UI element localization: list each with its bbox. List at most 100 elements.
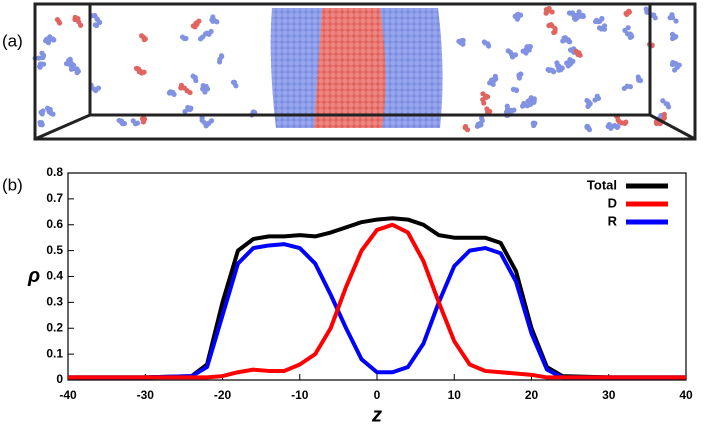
molecule-bead [462, 125, 468, 131]
y-tick-label: 0.7 [46, 191, 63, 205]
molecule-bead [577, 52, 583, 58]
series-line [68, 222, 686, 380]
plot: 0 0.1 0.2 0.3 0.4 0.5 0.6 0.7 0.8 -40 -30 -20 -10 0 10… [27, 165, 693, 426]
molecule-bead [216, 59, 223, 65]
y-axis-label: ρ [27, 265, 40, 287]
molecule-bead [567, 57, 573, 63]
molecule-bead [549, 9, 555, 15]
molecule-bead [193, 20, 199, 26]
molecule-bead [567, 61, 573, 68]
x-tick-label: -20 [214, 388, 232, 402]
x-axis-label: z [371, 404, 382, 426]
molecule-bead [119, 121, 126, 127]
y-tick-label: 0.1 [46, 346, 63, 360]
molecule-bead [586, 99, 592, 105]
molecule-bead [39, 111, 45, 117]
molecule-bead [191, 74, 198, 80]
molecule-bead [182, 108, 188, 115]
y-tick-label: 0.3 [46, 295, 63, 309]
molecule-bead [78, 22, 84, 28]
legend-label: Total [587, 177, 617, 192]
molecules [32, 5, 682, 133]
molecule-bead [514, 16, 521, 22]
series-line [68, 216, 686, 380]
y-tick-label: 0.5 [46, 243, 63, 257]
molecule-bead [672, 34, 678, 40]
molecule-bead [672, 67, 678, 73]
molecule-bead [487, 108, 493, 114]
molecule-bead [47, 108, 53, 114]
molecule-bead [167, 89, 173, 95]
y-tick-label: 0.8 [46, 165, 63, 179]
molecule-bead [39, 122, 45, 128]
x-tick-label: 10 [448, 388, 462, 402]
molecule-bead [546, 5, 552, 12]
molecule-bead [187, 89, 193, 96]
molecule-bead [141, 69, 147, 75]
molecule-bead [130, 118, 136, 124]
molecule-bead [601, 26, 608, 32]
molecule-bead [556, 67, 562, 73]
molecule-bead [644, 9, 650, 15]
molecule-bead [606, 121, 612, 128]
molecule-bead [526, 44, 532, 50]
molecule-bead [673, 18, 679, 24]
molecule-bead [479, 115, 485, 121]
molecule-bead [490, 81, 496, 88]
molecule-bead [481, 100, 487, 106]
y-tick-label: 0.4 [46, 269, 63, 283]
molecule-bead [627, 34, 633, 41]
molecule-bead [653, 120, 660, 126]
molecule-bead [513, 87, 520, 94]
molecule-bead [512, 52, 519, 58]
molecule-bead [571, 15, 578, 22]
molecule-bead [595, 19, 602, 25]
solute-slab [314, 8, 386, 128]
molecule-bead [208, 28, 214, 35]
molecule-bead [636, 76, 642, 82]
molecule-bead [141, 116, 148, 122]
molecule-bead [139, 33, 145, 39]
molecule-bead [505, 48, 511, 54]
simulation-box [33, 2, 697, 141]
x-tick-label: 40 [679, 388, 693, 402]
molecule-bead [627, 84, 633, 90]
x-tick-label: 0 [374, 388, 381, 402]
molecule-bead [482, 40, 488, 46]
molecule-bead [567, 47, 574, 53]
molecule-bead [566, 10, 573, 16]
molecule-bead [208, 118, 215, 124]
molecule-bead [45, 36, 51, 42]
molecule-bead [567, 39, 573, 45]
molecule-bead [586, 127, 593, 133]
legend-label: R [608, 213, 618, 228]
snapshot [32, 2, 697, 141]
molecule-bead [54, 17, 61, 23]
molecule-bead [547, 67, 553, 73]
molecule-bead [665, 104, 672, 110]
molecule-bead [625, 9, 631, 15]
molecule-bead [516, 75, 523, 81]
series-line [68, 242, 686, 380]
molecule-bead [183, 35, 189, 42]
molecule-bead [531, 96, 537, 102]
molecule-bead [214, 19, 220, 25]
molecule-bead [504, 103, 510, 109]
x-tick-label: -10 [291, 388, 309, 402]
legend-label: D [608, 195, 617, 210]
molecule-bead [203, 83, 209, 89]
x-tick-label: -30 [137, 388, 155, 402]
molecule-bead [231, 79, 238, 85]
molecule-bead [37, 63, 43, 70]
molecule-bead [592, 97, 598, 103]
y-tick-label: 0 [56, 372, 63, 386]
molecule-bead [525, 98, 531, 104]
molecule-bead [546, 22, 552, 29]
plot-frame [67, 172, 687, 381]
molecule-bead [74, 70, 80, 76]
y-tick-label: 0.2 [46, 320, 63, 334]
molecule-bead [667, 15, 673, 21]
molecule-bead [532, 120, 538, 126]
x-tick-label: 30 [602, 388, 616, 402]
x-tick-label: -40 [59, 388, 77, 402]
